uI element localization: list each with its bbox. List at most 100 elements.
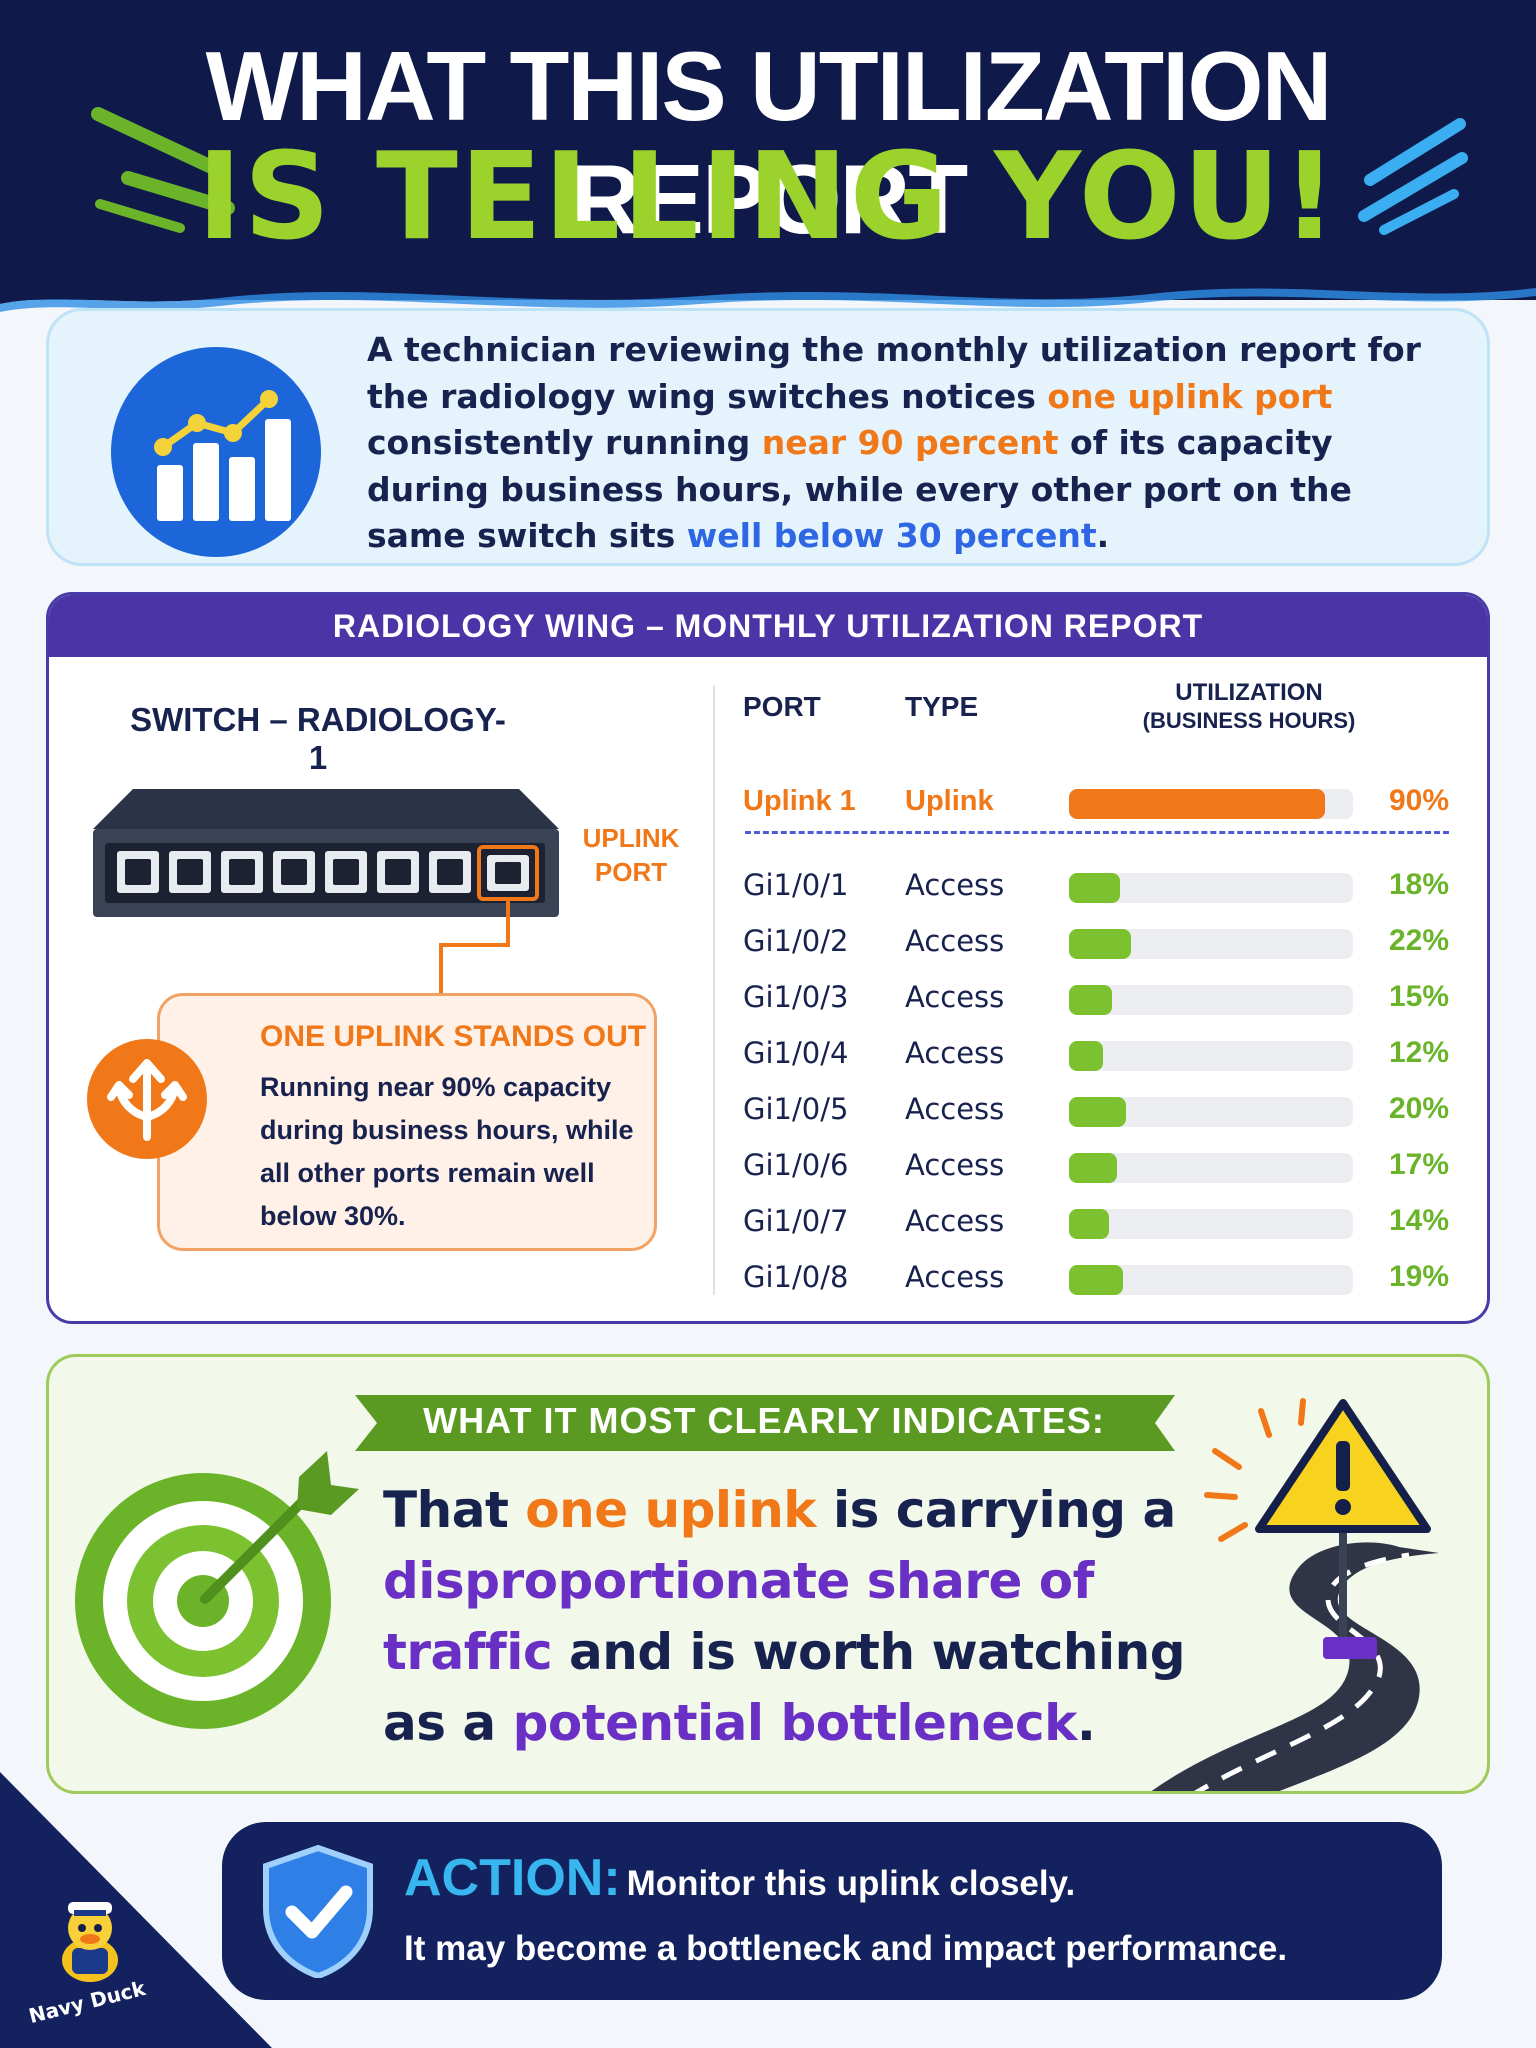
column-header-util-sub: (BUSINESS HOURS): [1142, 708, 1356, 733]
port-type: Access: [905, 868, 1005, 902]
port-row: Gi1/0/4 Access 12%: [49, 1033, 1487, 1073]
column-header-util-title: UTILIZATION: [1175, 679, 1323, 706]
port-name: Gi1/0/8: [743, 1260, 849, 1294]
indication-highlight-bottleneck: potential bottleneck: [512, 1694, 1078, 1752]
port-row: Gi1/0/3 Access 15%: [49, 977, 1487, 1017]
port-type: Access: [905, 1204, 1005, 1238]
utilization-bar-track: [1069, 1265, 1353, 1295]
intro-highlight-90: near 90 percent: [761, 423, 1059, 462]
port-name: Gi1/0/7: [743, 1204, 849, 1238]
page-title-line2: IS TELLING YOU!: [197, 128, 1339, 267]
action-line2: It may become a bottleneck and impact pe…: [404, 1929, 1288, 1968]
bar-chart-trend-icon: [111, 347, 321, 557]
green-slashes-decoration: [91, 107, 235, 233]
utilization-percent: 90%: [1388, 784, 1449, 817]
utilization-bar-track: [1069, 929, 1353, 959]
blue-slashes-decoration: [1358, 118, 1468, 235]
utilization-bar-fill: [1069, 1265, 1123, 1295]
port-name: Gi1/0/4: [743, 1036, 849, 1070]
utilization-percent: 19%: [1388, 1260, 1449, 1293]
page-title-line1: WHAT THIS UTILIZATION REPORT: [205, 31, 1333, 254]
action-bar: ACTION: Monitor this uplink closely. It m…: [222, 1822, 1442, 2000]
utilization-percent: 20%: [1388, 1092, 1449, 1125]
utilization-bar-track: [1069, 1097, 1353, 1127]
port-type: Access: [905, 980, 1005, 1014]
switch-title: SWITCH – RADIOLOGY-1: [130, 701, 506, 776]
ribbon-title: WHAT IT MOST CLEARLY INDICATES:: [423, 1400, 1105, 1441]
column-header-utilization: UTILIZATION (BUSINESS HOURS): [1099, 679, 1399, 735]
report-title: RADIOLOGY WING – MONTHLY UTILIZATION REP…: [49, 595, 1487, 657]
shield-check-icon: [263, 1844, 373, 1978]
warning-sign-road-icon: [1151, 1398, 1439, 1791]
intro-text-part: .: [1096, 516, 1110, 555]
callout-title: ONE UPLINK STANDS OUT: [260, 1020, 647, 1053]
port-type: Access: [905, 1092, 1005, 1126]
port-name: Uplink 1: [743, 785, 856, 817]
corner-brand-panel: [0, 1772, 272, 2048]
header-banner: WHAT THIS UTILIZATION REPORT IS TELLING …: [0, 0, 1536, 300]
utilization-report-card: RADIOLOGY WING – MONTHLY UTILIZATION REP…: [46, 592, 1490, 1324]
utilization-bar-track: [1069, 1153, 1353, 1183]
action-line1: ACTION: Monitor this uplink closely.: [404, 1850, 1075, 1912]
trident-arrows-icon: [87, 1039, 207, 1159]
indication-highlight-uplink: one uplink: [525, 1481, 817, 1539]
intro-highlight-30: well below 30 percent: [686, 516, 1097, 555]
port-type: Access: [905, 1260, 1005, 1294]
indication-highlight-share: disproportionate share of traffic: [383, 1552, 1094, 1681]
port-type: Uplink: [905, 785, 994, 817]
utilization-percent: 14%: [1388, 1204, 1449, 1237]
indication-text-part: .: [1076, 1694, 1096, 1752]
indicates-card: WHAT IT MOST CLEARLY INDICATES: That one…: [46, 1354, 1490, 1794]
utilization-percent: 17%: [1388, 1148, 1449, 1181]
utilization-bar-fill: [1069, 985, 1112, 1015]
port-row: Gi1/0/7 Access 14%: [49, 1201, 1487, 1241]
utilization-bar-track: [1069, 985, 1353, 1015]
column-header-type: TYPE: [905, 691, 979, 722]
column-divider: [713, 685, 715, 1295]
port-name: Gi1/0/6: [743, 1148, 849, 1182]
utilization-bar-fill: [1069, 1041, 1104, 1071]
intro-card: A technician reviewing the monthly utili…: [46, 308, 1490, 566]
port-name: Gi1/0/2: [743, 924, 849, 958]
utilization-bar-track: [1069, 1041, 1353, 1071]
port-row: Gi1/0/5 Access 20%: [49, 1089, 1487, 1129]
port-row: Gi1/0/6 Access 17%: [49, 1145, 1487, 1185]
port-type: Access: [905, 924, 1005, 958]
port-row: Gi1/0/1 Access 18%: [49, 865, 1487, 905]
port-name: Gi1/0/1: [743, 868, 849, 902]
port-name: Gi1/0/5: [743, 1092, 849, 1126]
indication-statement: That one uplink is carrying a disproport…: [383, 1475, 1243, 1759]
port-name: Gi1/0/3: [743, 980, 849, 1014]
utilization-bar-track: [1069, 789, 1353, 819]
header-wave-edge: [0, 270, 1536, 312]
intro-text-part: consistently running: [367, 423, 762, 462]
duck-sailor-mascot: [62, 1902, 118, 1982]
utilization-bar-fill: [1069, 873, 1121, 903]
action-label: ACTION:: [404, 1849, 621, 1907]
utilization-bar-fill: [1069, 789, 1325, 819]
intro-paragraph: A technician reviewing the monthly utili…: [367, 327, 1457, 560]
utilization-bar-fill: [1069, 1153, 1118, 1183]
utilization-percent: 12%: [1388, 1036, 1449, 1069]
utilization-percent: 22%: [1388, 924, 1449, 957]
utilization-bar-fill: [1069, 1097, 1126, 1127]
intro-text-part: of its capacity during business hours, w…: [367, 423, 1352, 555]
intro-text-part: A technician reviewing the monthly utili…: [367, 330, 1421, 416]
utilization-percent: 15%: [1388, 980, 1449, 1013]
utilization-percent: 18%: [1388, 868, 1449, 901]
network-switch-icon: [93, 789, 559, 995]
port-type: Access: [905, 1036, 1005, 1070]
uplink-port-label: UPLINK PORT: [582, 823, 680, 887]
port-row: Gi1/0/8 Access 19%: [49, 1257, 1487, 1297]
uplink-callout: ONE UPLINK STANDS OUT Running near 90% c…: [157, 993, 657, 1251]
uplink-row: Uplink 1 Uplink 90%: [49, 781, 1487, 821]
callout-body: Running near 90% capacity during busines…: [260, 1072, 634, 1231]
utilization-bar-fill: [1069, 929, 1132, 959]
target-bullseye-icon: [75, 1451, 359, 1729]
column-header-port: PORT: [743, 691, 821, 722]
port-row: Gi1/0/2 Access 22%: [49, 921, 1487, 961]
intro-highlight-uplink: one uplink port: [1047, 376, 1333, 416]
ribbon-banner: [355, 1395, 1175, 1451]
indication-text-part: That: [383, 1481, 526, 1539]
uplink-separator-dashed: [745, 831, 1449, 834]
